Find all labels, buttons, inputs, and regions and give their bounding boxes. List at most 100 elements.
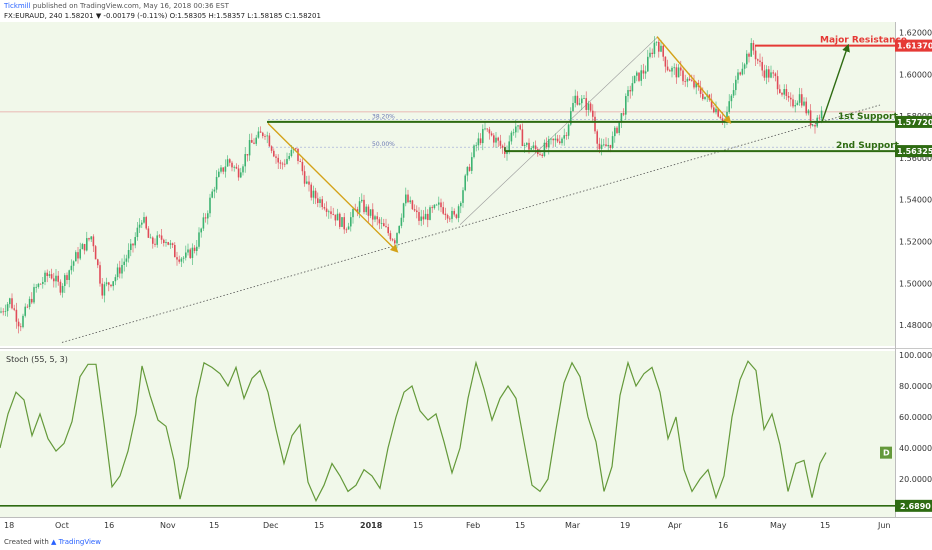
candle-body [473, 145, 475, 158]
candle-body [55, 275, 57, 282]
candle-body [680, 67, 682, 71]
candle-body [365, 206, 367, 213]
candle-body [4, 311, 7, 312]
candle-body [464, 175, 466, 191]
candle-body [127, 250, 130, 259]
candle-body [515, 126, 517, 133]
candle-body [715, 108, 717, 113]
candle-body [567, 124, 570, 136]
time-tick-label: Jun [877, 521, 891, 530]
candle-body [169, 243, 172, 245]
candle-body [420, 216, 422, 221]
stoch-level-label: 2.6890 [900, 502, 931, 511]
candle-body [534, 145, 537, 150]
candle-body [554, 138, 557, 141]
candle-body [526, 142, 528, 145]
candle-body [675, 67, 678, 78]
time-tick-label: 16 [104, 521, 114, 530]
candle-body [552, 138, 554, 141]
projection-arrow[interactable] [267, 122, 399, 253]
candle-body [369, 209, 372, 216]
candle-body [391, 239, 394, 241]
candle-body [389, 233, 392, 240]
candle-body [779, 89, 781, 93]
candle-body [541, 154, 543, 157]
candle-body [600, 144, 603, 149]
candle-body [284, 163, 286, 165]
candle-body [191, 247, 194, 258]
candle-body [717, 108, 719, 117]
candle-body [145, 217, 147, 229]
first-support-label: 1st Support [838, 112, 898, 122]
candle-body [211, 191, 213, 198]
candle-body [372, 209, 374, 220]
candle-body [242, 166, 244, 173]
candle-body [719, 116, 722, 119]
candle-body [792, 99, 794, 107]
time-tick-label: 15 [314, 521, 324, 530]
candle-body [182, 257, 185, 259]
candle-body [138, 224, 141, 228]
candle-body [662, 45, 664, 57]
candle-body [633, 75, 636, 84]
candle-body [805, 101, 807, 114]
candle-body [820, 110, 823, 119]
candle-body [90, 236, 92, 240]
candle-body [299, 161, 301, 162]
candle-body [506, 151, 508, 154]
candle-body [301, 161, 304, 172]
candle-body [77, 252, 79, 259]
price-pane-background [0, 22, 895, 346]
candle-body [319, 199, 321, 203]
candle-body [112, 281, 114, 287]
candle-body [622, 113, 625, 115]
candle-body [735, 79, 737, 91]
tradingview-brand-link[interactable]: TradingView [58, 538, 101, 546]
candle-body [550, 138, 552, 140]
candle-body [468, 166, 471, 171]
candle-body [163, 239, 165, 244]
price-badge-label: 1.57720 [897, 118, 932, 127]
candle-body [200, 228, 202, 233]
projection-arrow[interactable] [656, 36, 732, 124]
candle-body [508, 141, 510, 152]
candle-body [380, 223, 383, 224]
candle-body [803, 101, 805, 106]
candle-body [405, 194, 407, 204]
axes: 1.620001.600001.580001.560001.540001.520… [4, 28, 932, 530]
candle-body [363, 199, 365, 213]
candle-body [185, 252, 187, 258]
candle-body [132, 243, 134, 246]
price-badge-label: 1.61370 [897, 42, 932, 51]
candle-body [160, 235, 163, 240]
candle-body [809, 110, 812, 126]
candle-body [235, 166, 238, 169]
time-tick-label: 15 [413, 521, 423, 530]
candle-body [125, 258, 128, 262]
second-support-label: 2nd Support [836, 141, 900, 151]
candle-body [730, 95, 733, 102]
candle-body [136, 227, 139, 238]
candle-body [638, 72, 640, 81]
stoch-tick-label: 40.0000 [899, 444, 932, 453]
candle-body [493, 135, 495, 143]
stoch-line [0, 360, 827, 503]
candle-body [757, 59, 759, 61]
forecast-arrow[interactable] [821, 43, 850, 123]
candle-body [398, 225, 400, 234]
candle-body [358, 201, 361, 213]
candle-body [308, 181, 310, 185]
candle-body [807, 110, 810, 114]
author-link[interactable]: Tickmill [4, 2, 31, 10]
candle-body [81, 244, 84, 250]
price-pane: 38.20% 50.00% Major Resistance 1st Support 2… [0, 36, 907, 343]
candle-body [517, 125, 519, 127]
candle-body [647, 56, 649, 72]
candle-body [785, 89, 788, 96]
candle-body [543, 142, 546, 157]
support1-price-badge [895, 115, 932, 128]
candle-body [673, 67, 675, 69]
candle-body [167, 242, 169, 245]
candle-body [387, 227, 389, 234]
